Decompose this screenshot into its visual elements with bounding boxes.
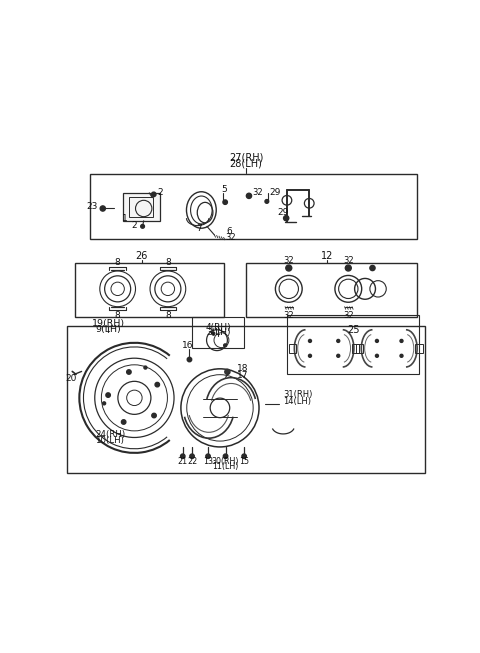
Text: 8: 8 [165, 257, 171, 266]
Circle shape [190, 454, 194, 458]
Text: 26: 26 [136, 251, 148, 261]
Circle shape [155, 383, 159, 387]
Text: 8: 8 [115, 257, 120, 266]
Text: 24(RH): 24(RH) [96, 430, 125, 439]
Text: 32: 32 [343, 257, 354, 266]
Bar [129, 197, 153, 217]
Text: 16: 16 [181, 341, 193, 350]
Circle shape [286, 265, 292, 271]
Circle shape [375, 355, 378, 357]
Circle shape [187, 357, 192, 362]
Circle shape [370, 265, 375, 270]
Text: 17: 17 [237, 371, 248, 379]
Text: 20: 20 [65, 374, 77, 383]
Text: 32: 32 [284, 257, 294, 266]
Text: 2: 2 [157, 188, 163, 197]
Bar [192, 317, 244, 348]
Text: 29: 29 [277, 208, 289, 217]
Bar [67, 326, 424, 473]
Text: 10(LH): 10(LH) [96, 436, 124, 445]
Circle shape [212, 332, 215, 335]
Circle shape [337, 340, 340, 342]
Bar [356, 344, 363, 353]
Circle shape [224, 344, 227, 347]
Circle shape [223, 200, 228, 204]
Text: 30(RH): 30(RH) [212, 456, 240, 466]
Text: 18: 18 [237, 364, 248, 374]
Circle shape [100, 206, 106, 211]
Circle shape [180, 454, 185, 458]
Circle shape [400, 355, 403, 357]
Text: 21: 21 [178, 456, 188, 466]
Text: 15: 15 [239, 456, 249, 466]
Circle shape [337, 355, 340, 357]
Text: 32: 32 [225, 233, 236, 242]
Text: 14(LH): 14(LH) [283, 396, 311, 406]
Circle shape [127, 370, 131, 374]
Bar [246, 263, 417, 317]
Circle shape [223, 454, 228, 458]
Text: 27(RH): 27(RH) [229, 153, 263, 163]
Text: 5: 5 [222, 185, 228, 195]
Circle shape [345, 265, 351, 271]
Text: 32: 32 [343, 311, 354, 320]
Text: 32: 32 [284, 311, 294, 320]
Text: 12: 12 [321, 251, 333, 261]
Text: 7: 7 [197, 224, 203, 233]
Circle shape [103, 402, 106, 405]
Circle shape [400, 340, 403, 342]
Circle shape [141, 225, 144, 228]
Circle shape [152, 413, 156, 418]
Text: 1: 1 [122, 214, 128, 223]
Text: 25: 25 [348, 325, 360, 335]
Bar [415, 344, 423, 353]
Circle shape [225, 369, 230, 374]
Bar [289, 344, 296, 353]
Text: 6: 6 [227, 227, 232, 236]
Text: 8: 8 [115, 311, 120, 320]
Text: 11(LH): 11(LH) [212, 462, 239, 471]
Text: 23: 23 [86, 202, 97, 211]
Text: 2: 2 [132, 221, 137, 231]
Bar [352, 344, 360, 353]
Circle shape [121, 420, 126, 424]
Text: 19(RH): 19(RH) [92, 319, 125, 328]
Circle shape [375, 340, 378, 342]
Circle shape [152, 192, 156, 197]
Circle shape [309, 340, 312, 342]
Text: 8: 8 [165, 311, 171, 320]
Bar [75, 263, 224, 317]
Bar [90, 174, 417, 238]
Text: 3(LH): 3(LH) [206, 328, 230, 337]
Circle shape [206, 454, 210, 458]
Text: 9(LH): 9(LH) [96, 325, 121, 334]
Text: 4(RH): 4(RH) [205, 323, 231, 332]
Text: 31(RH): 31(RH) [283, 390, 312, 400]
Text: 28(LH): 28(LH) [229, 159, 263, 169]
Bar [123, 193, 160, 221]
Text: 22: 22 [187, 456, 197, 466]
Text: 29: 29 [269, 188, 281, 197]
Bar [287, 315, 419, 374]
Circle shape [309, 355, 312, 357]
Circle shape [246, 193, 252, 199]
Circle shape [265, 200, 269, 203]
Circle shape [144, 366, 147, 369]
Text: 13: 13 [203, 456, 213, 466]
Circle shape [242, 454, 246, 458]
Circle shape [106, 393, 110, 397]
Circle shape [284, 215, 289, 221]
Text: 32: 32 [252, 188, 263, 197]
